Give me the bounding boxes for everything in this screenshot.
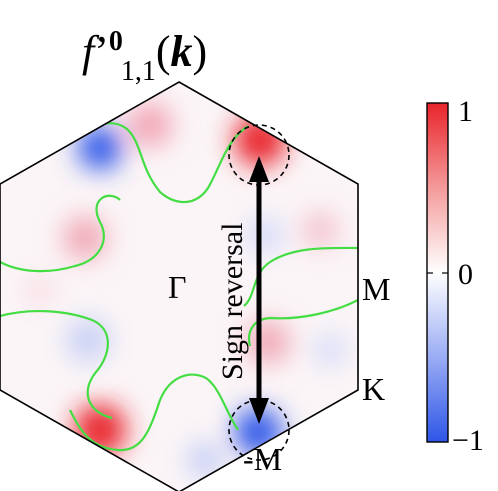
- colorbar-tick-label-max: 1: [458, 95, 473, 128]
- blob-lightblue-right-lower: [314, 334, 346, 366]
- colorbar-tick-label-zero: 0: [458, 258, 473, 291]
- title-close-paren: ): [193, 27, 208, 76]
- fermi-contour-left-lower: [0, 309, 113, 420]
- fermi-contour-right-lower: [248, 299, 358, 347]
- sign-reversal-label: Sign reversal: [216, 223, 249, 380]
- colorbar-tick-label-min: −1: [452, 424, 484, 457]
- blob-pink-right-upper: [302, 212, 338, 248]
- gamma-point-label: Γ: [168, 269, 187, 305]
- double-arrow: [249, 156, 269, 424]
- title-prime: ’: [94, 27, 109, 76]
- blob-pink-left: [63, 216, 107, 260]
- title-subscript: 1,1: [121, 56, 156, 87]
- m-point-label: M: [362, 271, 390, 307]
- fermi-contour-right-upper: [243, 246, 358, 307]
- blob-blue-top-left: [78, 126, 122, 170]
- arrow-head-up: [249, 156, 269, 182]
- arrow-head-down: [249, 398, 269, 424]
- colorbar: 1 0 −1: [426, 95, 484, 457]
- minus-m-point-label: -M: [243, 441, 282, 477]
- dashed-circle-bottom: [228, 399, 290, 461]
- blob-pink-top: [128, 103, 172, 147]
- title-open-paren: (: [156, 27, 171, 76]
- blob-lightblue-bottom: [187, 442, 223, 478]
- blob-lightblue-left: [66, 318, 110, 362]
- blob-faint-left: [26, 276, 54, 304]
- title-superscript: 0: [109, 26, 123, 57]
- fermi-contour-left-upper: [0, 194, 121, 273]
- k-point-label: K: [362, 371, 385, 407]
- title-k: k: [171, 27, 193, 76]
- plot-title: f’0 1,1(k): [82, 26, 207, 87]
- fermi-contour-top: [69, 122, 249, 204]
- fermi-surface: [0, 122, 358, 452]
- blob-red-top-right: [234, 114, 286, 166]
- fermi-contour-bottom: [69, 373, 239, 452]
- brillouin-zone-outline: [0, 81, 359, 491]
- blob-lightblue-right: [247, 217, 283, 253]
